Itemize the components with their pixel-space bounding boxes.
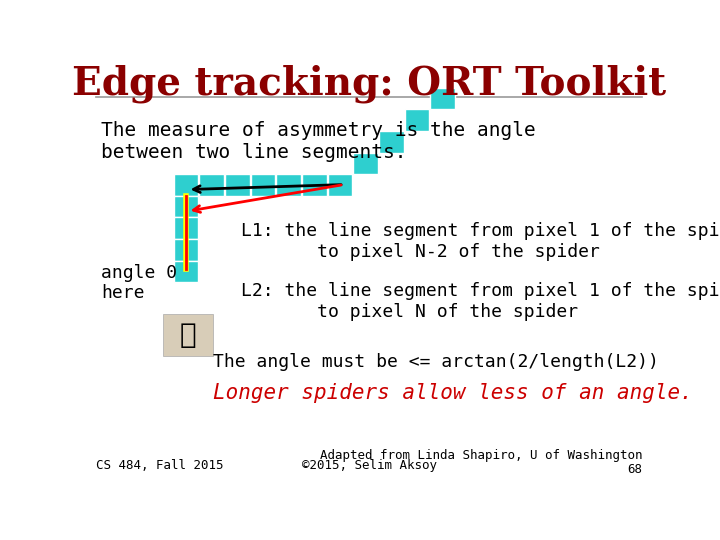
Bar (302, 174, 327, 196)
Bar (225, 174, 250, 196)
Text: Longer spiders allow less of an angle.: Longer spiders allow less of an angle. (213, 383, 693, 403)
Text: L2: the line segment from pixel 1 of the spider
       to pixel N of the spider: L2: the line segment from pixel 1 of the… (240, 282, 720, 321)
Bar (199, 174, 224, 196)
Bar (328, 174, 352, 196)
Bar (174, 239, 198, 261)
Bar (379, 131, 404, 152)
Bar (431, 87, 455, 109)
Text: ©2015, Selim Aksoy: ©2015, Selim Aksoy (302, 460, 436, 472)
Bar (251, 174, 275, 196)
Text: L1: the line segment from pixel 1 of the spider
       to pixel N-2 of the spide: L1: the line segment from pixel 1 of the… (240, 222, 720, 261)
Text: The measure of asymmetry is the angle
between two line segments.: The measure of asymmetry is the angle be… (101, 121, 536, 162)
Text: Adapted from Linda Shapiro, U of Washington: Adapted from Linda Shapiro, U of Washing… (320, 449, 642, 462)
Text: Edge tracking: ORT Toolkit: Edge tracking: ORT Toolkit (72, 64, 666, 103)
Text: angle 0
here: angle 0 here (101, 264, 177, 302)
Text: 🕷: 🕷 (179, 321, 196, 349)
Bar (405, 109, 429, 131)
Bar (174, 196, 198, 218)
Bar (174, 174, 198, 196)
Bar (174, 218, 198, 239)
Text: 68: 68 (627, 463, 642, 476)
Bar (174, 261, 198, 282)
Bar (163, 314, 213, 356)
Text: The angle must be <= arctan(2/length(L2)): The angle must be <= arctan(2/length(L2)… (213, 353, 659, 371)
Text: CS 484, Fall 2015: CS 484, Fall 2015 (96, 460, 223, 472)
Bar (276, 174, 301, 196)
Bar (354, 152, 378, 174)
